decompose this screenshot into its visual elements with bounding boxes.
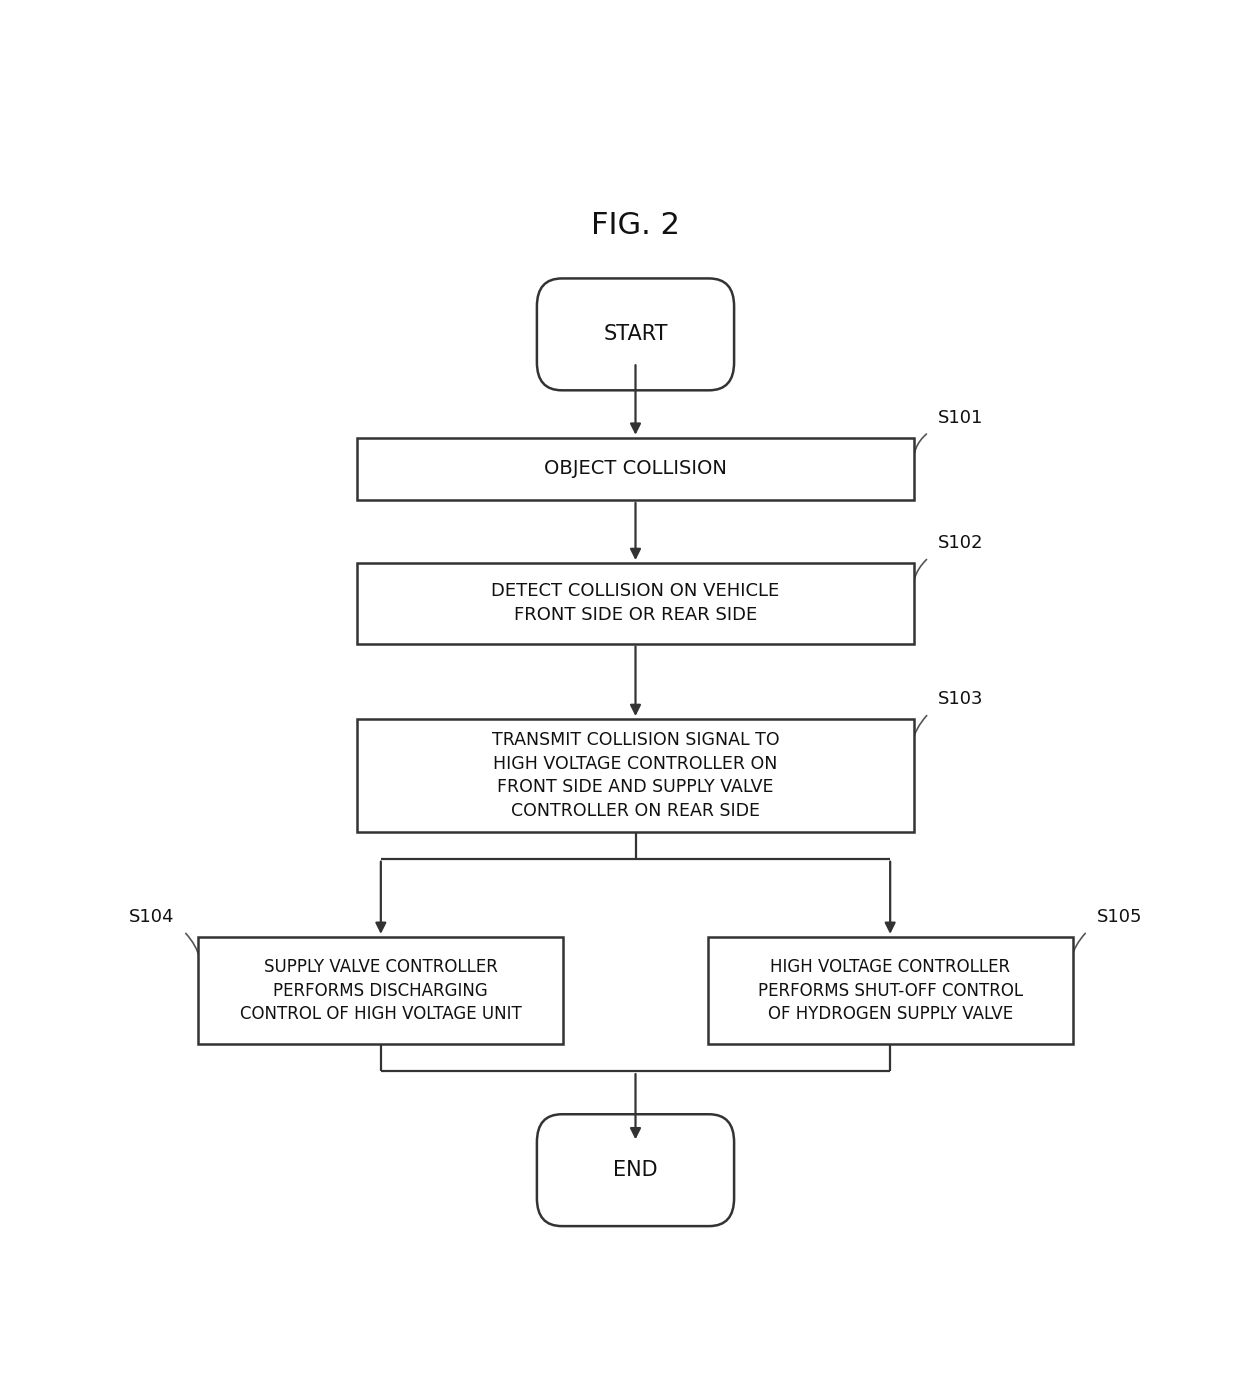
Text: DETECT COLLISION ON VEHICLE
FRONT SIDE OR REAR SIDE: DETECT COLLISION ON VEHICLE FRONT SIDE O… (491, 583, 780, 624)
Text: S104: S104 (129, 908, 174, 926)
FancyBboxPatch shape (537, 1115, 734, 1227)
Bar (708, 937, 1073, 1045)
Text: START: START (603, 324, 668, 345)
Bar (198, 937, 563, 1045)
Text: HIGH VOLTAGE CONTROLLER
PERFORMS SHUT-OFF CONTROL
OF HYDROGEN SUPPLY VALVE: HIGH VOLTAGE CONTROLLER PERFORMS SHUT-OF… (758, 958, 1023, 1023)
Text: SUPPLY VALVE CONTROLLER
PERFORMS DISCHARGING
CONTROL OF HIGH VOLTAGE UNIT: SUPPLY VALVE CONTROLLER PERFORMS DISCHAR… (241, 958, 522, 1023)
FancyBboxPatch shape (537, 278, 734, 390)
Bar (357, 437, 914, 500)
Text: S102: S102 (939, 534, 983, 552)
Text: S105: S105 (1097, 908, 1142, 926)
Text: FIG. 2: FIG. 2 (591, 211, 680, 240)
Text: END: END (614, 1160, 657, 1180)
Text: OBJECT COLLISION: OBJECT COLLISION (544, 460, 727, 478)
Text: S101: S101 (939, 409, 983, 427)
Bar (357, 563, 914, 644)
Text: S103: S103 (939, 690, 983, 708)
Text: TRANSMIT COLLISION SIGNAL TO
HIGH VOLTAGE CONTROLLER ON
FRONT SIDE AND SUPPLY VA: TRANSMIT COLLISION SIGNAL TO HIGH VOLTAG… (492, 731, 779, 820)
Bar (357, 719, 914, 831)
